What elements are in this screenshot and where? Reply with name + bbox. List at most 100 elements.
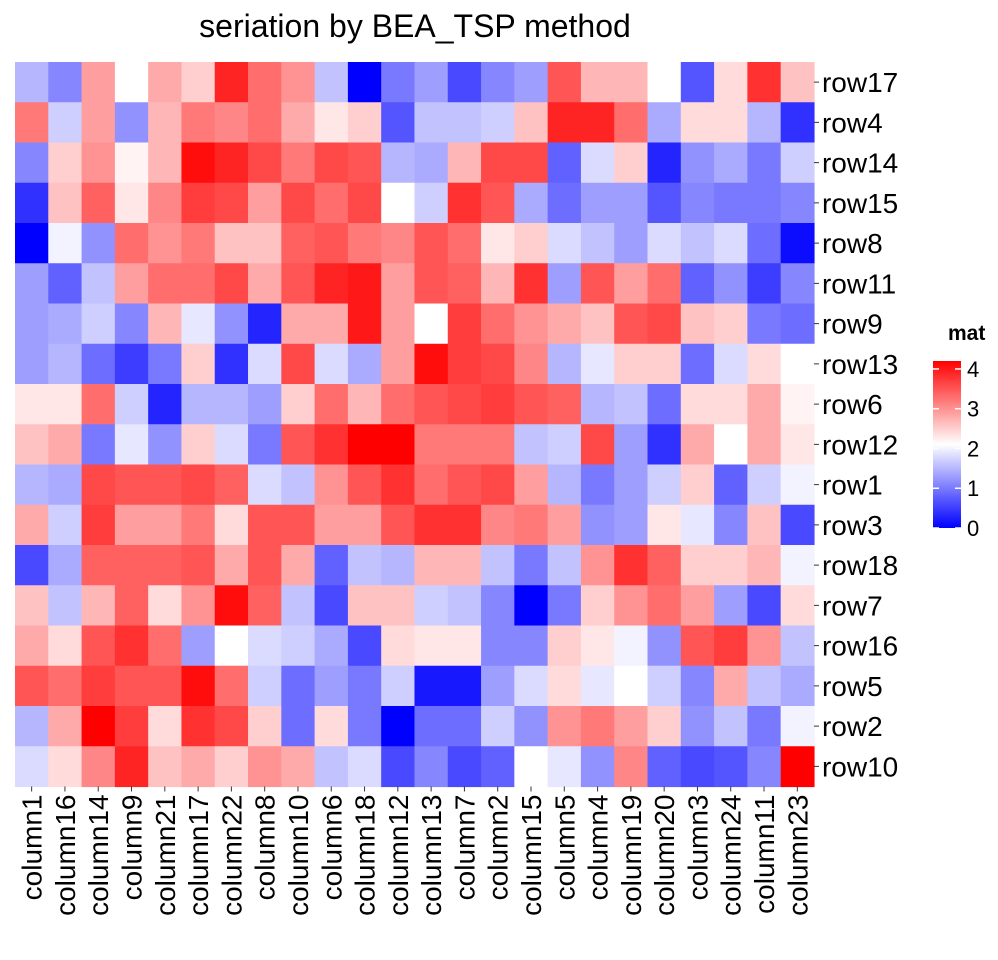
heatmap-cell bbox=[347, 545, 382, 586]
row-label: row17 bbox=[822, 67, 898, 98]
heatmap-cell bbox=[114, 424, 149, 466]
column-label: column15 bbox=[516, 795, 547, 916]
heatmap-cell bbox=[248, 706, 282, 747]
heatmap-cell bbox=[81, 182, 116, 224]
heatmap-cell bbox=[447, 665, 482, 707]
heatmap-cell bbox=[447, 182, 482, 224]
heatmap-cell bbox=[347, 665, 382, 707]
heatmap-cell bbox=[481, 142, 515, 184]
heatmap-cell bbox=[614, 625, 649, 667]
heatmap-cell bbox=[314, 223, 349, 264]
heatmap-cell bbox=[614, 343, 649, 385]
heatmap-cell bbox=[580, 343, 615, 385]
heatmap-cell bbox=[414, 102, 449, 144]
heatmap-cell bbox=[214, 62, 249, 103]
heatmap-cell bbox=[780, 424, 815, 466]
heatmap-cell bbox=[148, 62, 183, 103]
heatmap-cell bbox=[281, 343, 316, 385]
heatmap-cell bbox=[347, 706, 382, 747]
heatmap-cell bbox=[514, 504, 549, 546]
heatmap-cell bbox=[547, 62, 582, 103]
heatmap-cell bbox=[181, 384, 216, 425]
heatmap-cell bbox=[81, 263, 116, 305]
heatmap-cell bbox=[714, 384, 748, 425]
heatmap-cell bbox=[647, 142, 682, 184]
heatmap-cell bbox=[148, 424, 183, 466]
heatmap-cell bbox=[647, 585, 682, 627]
row-label: row6 bbox=[822, 389, 883, 420]
heatmap-cell bbox=[514, 62, 549, 103]
heatmap-cell bbox=[714, 62, 748, 103]
heatmap-cell bbox=[48, 746, 83, 788]
heatmap-cell bbox=[214, 665, 249, 707]
heatmap-cell bbox=[281, 585, 316, 627]
heatmap-cell bbox=[381, 102, 416, 144]
heatmap-cell bbox=[747, 303, 782, 345]
heatmap-cell bbox=[614, 585, 649, 627]
heatmap-cell bbox=[414, 504, 449, 546]
heatmap-cell bbox=[580, 303, 615, 345]
heatmap-cell bbox=[314, 384, 349, 425]
heatmap-cell bbox=[747, 223, 782, 264]
heatmap-cell bbox=[148, 223, 183, 264]
heatmap-cell bbox=[381, 706, 416, 747]
heatmap-cell bbox=[647, 384, 682, 425]
heatmap-cell bbox=[647, 706, 682, 747]
row-label: row9 bbox=[822, 309, 883, 340]
heatmap-cell bbox=[347, 223, 382, 264]
heatmap-cell bbox=[747, 464, 782, 506]
heatmap-cell bbox=[481, 746, 515, 788]
heatmap-cell bbox=[248, 585, 282, 627]
heatmap-cell bbox=[15, 746, 49, 788]
heatmap-cell bbox=[647, 625, 682, 667]
heatmap-cell bbox=[148, 706, 183, 747]
heatmap-cell bbox=[580, 585, 615, 627]
heatmap-cell bbox=[381, 504, 416, 546]
heatmap-cell bbox=[81, 343, 116, 385]
heatmap-cell bbox=[314, 303, 349, 345]
row-label: row11 bbox=[822, 268, 896, 299]
heatmap-cell bbox=[714, 102, 748, 144]
heatmap-cell bbox=[114, 384, 149, 425]
heatmap-cell bbox=[214, 343, 249, 385]
heatmap-cell bbox=[314, 182, 349, 224]
column-label: column10 bbox=[283, 794, 314, 915]
heatmap-cell bbox=[281, 504, 316, 546]
heatmap-cell bbox=[680, 223, 715, 264]
heatmap-cell bbox=[514, 343, 549, 385]
heatmap-cell bbox=[680, 665, 715, 707]
heatmap-cell bbox=[647, 504, 682, 546]
heatmap-cell bbox=[614, 263, 649, 305]
heatmap-cell bbox=[780, 102, 815, 144]
heatmap-cell bbox=[647, 424, 682, 466]
heatmap-cell bbox=[347, 585, 382, 627]
heatmap-cell bbox=[214, 102, 249, 144]
heatmap-cell bbox=[48, 223, 83, 264]
heatmap-cell bbox=[747, 384, 782, 425]
heatmap-cell bbox=[114, 746, 149, 788]
heatmap-cell bbox=[514, 545, 549, 586]
heatmap-cell bbox=[81, 142, 116, 184]
heatmap-cell bbox=[114, 263, 149, 305]
heatmap-cell bbox=[680, 545, 715, 586]
heatmap-cell bbox=[48, 263, 83, 305]
heatmap-cell bbox=[481, 62, 515, 103]
heatmap-cell bbox=[15, 142, 49, 184]
heatmap-cell bbox=[680, 424, 715, 466]
heatmap-cell bbox=[248, 223, 282, 264]
heatmap-cell bbox=[148, 464, 183, 506]
heatmap-cell bbox=[514, 303, 549, 345]
heatmap-cell bbox=[148, 102, 183, 144]
heatmap-cell bbox=[481, 343, 515, 385]
heatmap-cell bbox=[15, 625, 49, 667]
heatmap-cell bbox=[314, 665, 349, 707]
heatmap-cell bbox=[514, 585, 549, 627]
heatmap-cell bbox=[148, 625, 183, 667]
heatmap-cell bbox=[15, 343, 49, 385]
heatmap-cell bbox=[347, 746, 382, 788]
heatmap-cell bbox=[547, 343, 582, 385]
heatmap-cell bbox=[747, 424, 782, 466]
heatmap-cell bbox=[214, 424, 249, 466]
column-label: column3 bbox=[682, 794, 713, 900]
